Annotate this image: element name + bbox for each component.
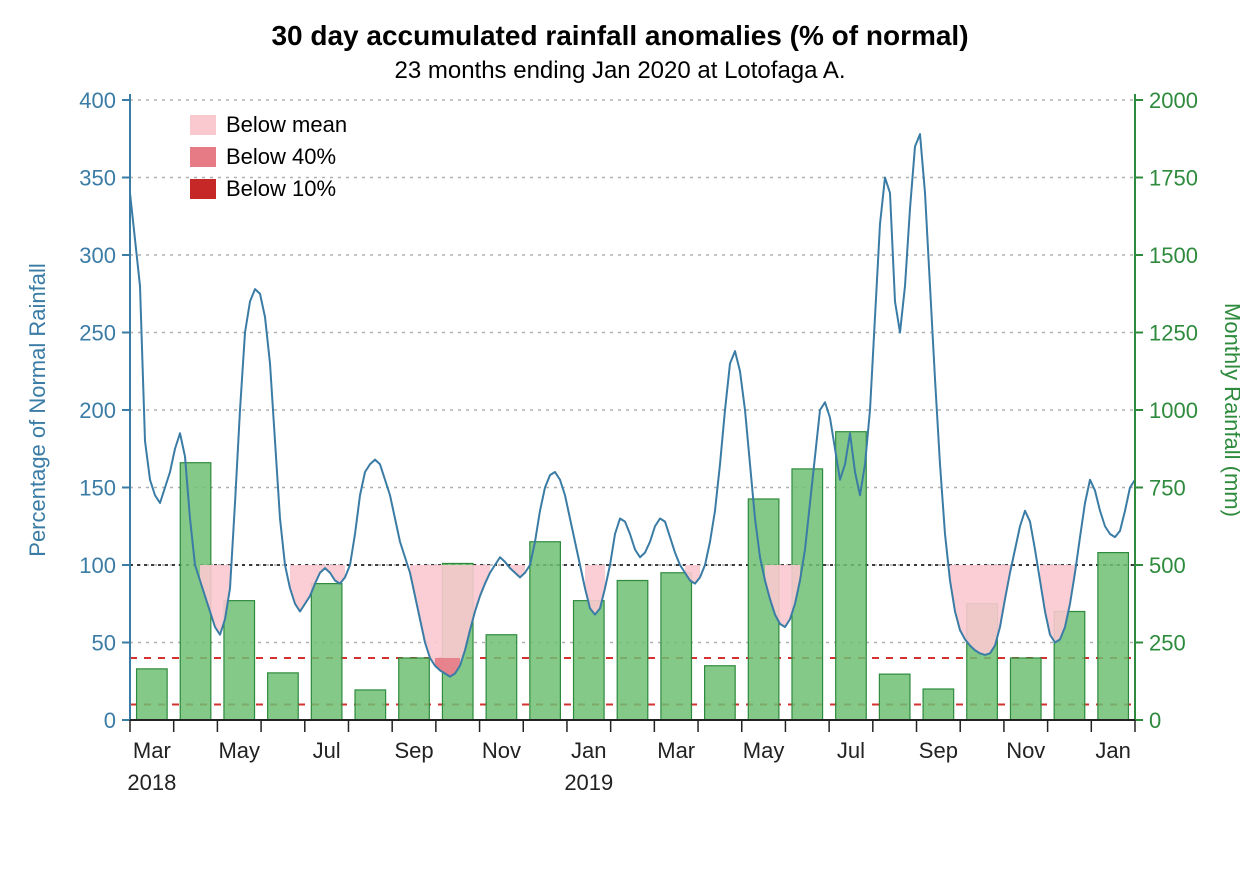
rainfall-bar bbox=[224, 601, 255, 720]
y-ticklabel-left: 50 bbox=[92, 631, 116, 656]
y-ticklabel-right: 500 bbox=[1149, 553, 1186, 578]
legend-label: Below 10% bbox=[226, 176, 336, 201]
rainfall-bar bbox=[617, 581, 648, 721]
rainfall-chart-svg: 30 day accumulated rainfall anomalies (%… bbox=[0, 0, 1240, 885]
rainfall-bar bbox=[1010, 658, 1041, 720]
y-ticklabel-left: 400 bbox=[79, 88, 116, 113]
y-ticklabel-right: 1000 bbox=[1149, 398, 1198, 423]
x-ticklabel: Sep bbox=[394, 738, 433, 763]
x-ticklabel: Jan bbox=[1095, 738, 1130, 763]
rainfall-bar bbox=[137, 669, 168, 720]
rainfall-bar bbox=[879, 674, 910, 720]
rainfall-bar bbox=[311, 584, 342, 720]
x-ticklabel: Jul bbox=[313, 738, 341, 763]
x-ticklabel: Nov bbox=[482, 738, 521, 763]
chart-container: 30 day accumulated rainfall anomalies (%… bbox=[0, 0, 1240, 885]
y-ticklabel-left: 350 bbox=[79, 166, 116, 191]
legend-label: Below 40% bbox=[226, 144, 336, 169]
x-ticklabel: May bbox=[218, 738, 260, 763]
y-ticklabel-right: 750 bbox=[1149, 476, 1186, 501]
y-ticklabel-left: 100 bbox=[79, 553, 116, 578]
rainfall-bar bbox=[399, 658, 430, 720]
x-year-label: 2019 bbox=[564, 770, 613, 795]
rainfall-bar bbox=[923, 689, 954, 720]
y-ticklabel-left: 300 bbox=[79, 243, 116, 268]
y-ticklabel-left: 150 bbox=[79, 476, 116, 501]
y-axis-left-label: Percentage of Normal Rainfall bbox=[25, 263, 50, 556]
chart-title: 30 day accumulated rainfall anomalies (%… bbox=[271, 20, 968, 51]
y-ticklabel-left: 0 bbox=[104, 708, 116, 733]
x-ticklabel: Jan bbox=[571, 738, 606, 763]
rainfall-bar bbox=[530, 542, 561, 720]
x-ticklabel: Mar bbox=[657, 738, 695, 763]
x-ticklabel: Sep bbox=[919, 738, 958, 763]
x-ticklabel: Jul bbox=[837, 738, 865, 763]
rainfall-bar bbox=[661, 573, 692, 720]
rainfall-bar bbox=[268, 673, 299, 720]
y-ticklabel-right: 250 bbox=[1149, 631, 1186, 656]
legend-label: Below mean bbox=[226, 112, 347, 137]
rainfall-bar bbox=[836, 432, 867, 720]
legend-swatch bbox=[190, 179, 216, 199]
y-ticklabel-right: 0 bbox=[1149, 708, 1161, 733]
rainfall-bar bbox=[574, 601, 605, 720]
shade-below-mean bbox=[950, 565, 1010, 655]
x-ticklabel: Mar bbox=[133, 738, 171, 763]
y-ticklabel-right: 1750 bbox=[1149, 166, 1198, 191]
x-year-label: 2018 bbox=[127, 770, 176, 795]
x-ticklabel: Nov bbox=[1006, 738, 1045, 763]
rainfall-bar bbox=[1098, 553, 1129, 720]
rainfall-bar bbox=[486, 635, 517, 720]
y-ticklabel-right: 1250 bbox=[1149, 321, 1198, 346]
y-ticklabel-right: 1500 bbox=[1149, 243, 1198, 268]
y-ticklabel-left: 200 bbox=[79, 398, 116, 423]
legend-swatch bbox=[190, 115, 216, 135]
y-ticklabel-right: 2000 bbox=[1149, 88, 1198, 113]
chart-subtitle: 23 months ending Jan 2020 at Lotofaga A. bbox=[394, 57, 845, 84]
y-ticklabel-left: 250 bbox=[79, 321, 116, 346]
x-ticklabel: May bbox=[743, 738, 785, 763]
legend-swatch bbox=[190, 147, 216, 167]
rainfall-bar bbox=[705, 666, 736, 720]
y-axis-right-label: Monthly Rainfall (mm) bbox=[1220, 303, 1240, 517]
rainfall-bar bbox=[355, 690, 386, 720]
